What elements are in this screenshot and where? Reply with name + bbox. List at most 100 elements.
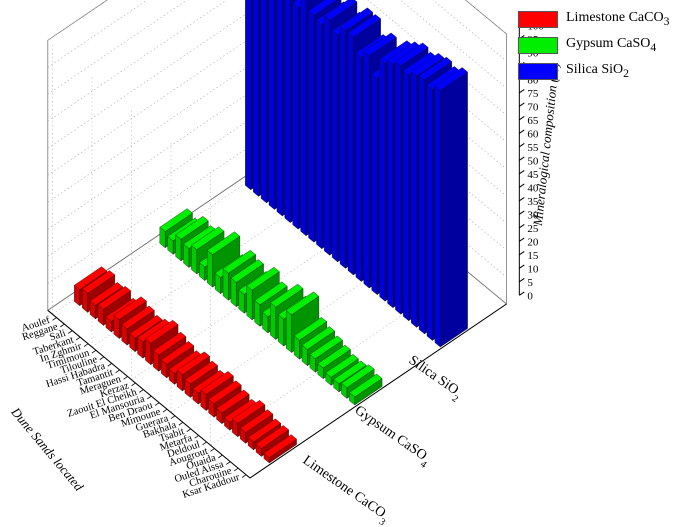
site-tick — [68, 330, 73, 334]
z-tick-label: 5 — [527, 277, 533, 289]
site-tick — [83, 343, 89, 347]
z-tick-label: 35 — [527, 196, 539, 208]
legend: Limestone CaCO3 Gypsum CaSO4 Silica SiO2 — [518, 6, 678, 84]
z-tick — [519, 250, 525, 256]
bar-side-face — [387, 59, 394, 309]
bar-side-face — [308, 10, 315, 243]
z-tick-label: 45 — [527, 169, 539, 181]
z-tick-label: 75 — [527, 88, 539, 100]
bar-side-face — [395, 61, 401, 315]
series-axis-label: Silica SiO2 — [403, 353, 465, 405]
bar-side-face — [371, 73, 378, 295]
bar — [434, 67, 468, 348]
series-axis-label: Limestone CaCO3 — [297, 453, 392, 527]
bar-top-face — [301, 326, 335, 350]
site-label: Sali — [48, 328, 67, 344]
bar-side-face — [278, 314, 284, 347]
bar-top-face — [216, 389, 250, 414]
bar — [263, 434, 297, 464]
bar-side-face — [245, 0, 251, 191]
bar-top-face — [232, 400, 266, 424]
site-tick — [52, 317, 57, 321]
bar-side-face — [347, 32, 354, 276]
site-tick — [162, 408, 168, 413]
bar-top-face — [175, 216, 209, 240]
bar-top-face — [410, 53, 445, 77]
site-tick — [60, 323, 65, 328]
z-tick-label: 15 — [527, 250, 539, 262]
site-tick — [75, 336, 81, 341]
bar-side-face — [379, 58, 386, 302]
bars-layer — [74, 0, 468, 464]
legend-swatch — [518, 10, 558, 28]
bar-top-face — [222, 249, 256, 274]
z-tick-label: 30 — [527, 209, 539, 221]
bar-side-face — [222, 268, 229, 301]
z-tick — [519, 156, 525, 161]
site-tick — [123, 376, 128, 380]
z-tick — [519, 210, 525, 215]
bar-top-face — [159, 208, 193, 232]
bar-top-face — [81, 270, 116, 294]
site-tick — [115, 369, 120, 374]
series-axis-label: Gypsum CaSO4 — [349, 403, 433, 470]
bar-top-face — [325, 354, 359, 378]
bar-top-face — [308, 0, 337, 16]
legend-swatch — [518, 62, 558, 80]
bar-top-face — [418, 56, 453, 81]
bar-side-face — [332, 30, 338, 263]
site-tick — [178, 421, 184, 426]
bar-side-face — [270, 302, 276, 340]
legend-item: Limestone CaCO3 — [518, 6, 678, 32]
bar-top-face — [121, 305, 155, 330]
legend-item: Silica SiO2 — [518, 58, 678, 84]
z-tick-label: 55 — [527, 142, 539, 154]
bar-side-face — [418, 75, 425, 335]
site-tick — [139, 389, 144, 393]
bar-top-face — [247, 418, 282, 443]
bar-side-face — [268, 0, 275, 210]
bar — [255, 425, 289, 457]
site-tick — [186, 428, 191, 433]
bar-side-face — [276, 0, 283, 217]
bar-side-face — [284, 0, 291, 223]
bar-top-face — [270, 283, 304, 308]
bar-side-face — [355, 52, 362, 282]
bar-top-face — [339, 7, 374, 32]
bar-top-face — [191, 226, 225, 250]
z-tick-label: 50 — [527, 155, 539, 167]
z-tick — [519, 183, 525, 188]
bar-front-face — [440, 71, 468, 348]
bar-top-face — [363, 32, 397, 57]
z-tick-label: 10 — [527, 263, 539, 275]
bar-side-face — [253, 0, 259, 197]
site-tick — [91, 349, 97, 354]
z-tick — [519, 129, 525, 134]
bar-side-face — [411, 71, 417, 328]
legend-swatch — [518, 36, 558, 54]
bar-top-face — [230, 259, 264, 283]
bar-top-face — [246, 266, 280, 291]
bar-top-face — [434, 67, 468, 91]
site-tick — [202, 441, 207, 446]
bar-top-face — [129, 314, 163, 339]
bar-top-face — [333, 360, 367, 385]
bar-top-face — [89, 282, 124, 306]
bar-side-face — [339, 26, 346, 269]
bar-top-face — [263, 434, 297, 458]
z-tick-label: 80 — [527, 74, 539, 86]
bar-top-face — [113, 296, 147, 320]
z-tick-label: 70 — [527, 101, 539, 113]
z-tick-label: 40 — [527, 182, 539, 194]
bar-top-face — [74, 266, 108, 290]
site-tick — [170, 415, 176, 419]
z-tick — [519, 291, 525, 296]
site-tick — [218, 454, 223, 459]
bar-top-face — [184, 360, 218, 385]
gridline — [47, 0, 507, 95]
site-tick — [107, 363, 112, 367]
site-tick — [154, 402, 160, 406]
bar-top-face — [349, 373, 383, 398]
